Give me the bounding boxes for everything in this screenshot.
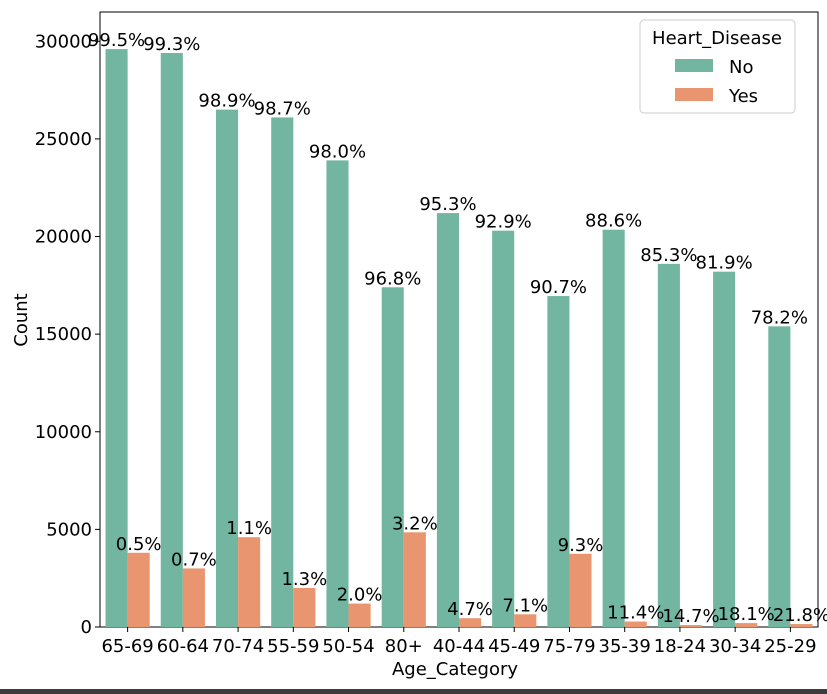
bar-no-30-34 bbox=[713, 271, 736, 627]
x-axis: 65-69 60-64 70-74 55-59 50-54 80+ 40-44 45-49 75… bbox=[101, 627, 817, 657]
data-label-no-80+: 96.8% bbox=[364, 268, 421, 289]
data-label-yes-45-49: 7.1% bbox=[502, 595, 548, 616]
bar-no-80+ bbox=[381, 287, 404, 627]
data-label-no-18-24: 85.3% bbox=[640, 245, 697, 266]
x-tick-label: 18-24 bbox=[654, 636, 706, 657]
data-label-yes-65-69: 0.5% bbox=[116, 534, 162, 555]
legend-label-no: No bbox=[729, 57, 753, 78]
data-labels-group: 99.5%99.3% 98.9%98.7% 98.0% 96.8% 95.3%92.9%… bbox=[88, 30, 827, 627]
bar-yes-30-34 bbox=[735, 623, 758, 627]
data-label-yes-35-39: 11.4% bbox=[607, 603, 664, 624]
legend: Heart_Disease No Yes bbox=[639, 19, 796, 114]
data-label-yes-80+: 3.2% bbox=[392, 513, 438, 534]
y-tick-label: 30000 bbox=[35, 31, 92, 52]
bar-yes-35-39 bbox=[624, 621, 647, 627]
bar-no-75-79 bbox=[547, 296, 570, 627]
data-label-no-70-74: 98.9% bbox=[198, 91, 255, 112]
bar-yes-55-59 bbox=[293, 587, 316, 627]
legend-label-yes: Yes bbox=[728, 86, 758, 107]
data-label-no-55-59: 98.7% bbox=[254, 98, 311, 119]
data-label-no-30-34: 81.9% bbox=[696, 253, 753, 274]
data-label-yes-30-34: 18.1% bbox=[718, 604, 775, 625]
y-axis-label: Count bbox=[11, 293, 32, 346]
y-tick-label: 0 bbox=[81, 617, 92, 638]
data-label-no-60-64: 99.3% bbox=[143, 34, 200, 55]
bar-yes-40-44 bbox=[459, 618, 482, 627]
data-label-no-65-69: 99.5% bbox=[88, 30, 145, 51]
bar-yes-18-24 bbox=[679, 625, 703, 627]
data-label-no-75-79: 90.7% bbox=[530, 277, 587, 298]
data-label-yes-25-29: 21.8% bbox=[773, 605, 827, 626]
bar-no-25-29 bbox=[768, 326, 791, 627]
bar-yes-45-49 bbox=[514, 614, 537, 627]
data-label-yes-75-79: 9.3% bbox=[558, 535, 604, 556]
bar-no-45-49 bbox=[492, 230, 515, 627]
x-tick-label: 45-49 bbox=[488, 636, 540, 657]
legend-swatch-no bbox=[675, 59, 713, 72]
data-label-no-25-29: 78.2% bbox=[751, 307, 808, 328]
data-label-no-50-54: 98.0% bbox=[309, 141, 366, 162]
x-axis-label: Age_Category bbox=[392, 659, 518, 680]
bar-no-55-59 bbox=[271, 117, 294, 627]
x-tick-label: 60-64 bbox=[157, 636, 209, 657]
y-tick-label: 20000 bbox=[35, 227, 92, 248]
x-tick-label: 55-59 bbox=[267, 636, 319, 657]
bar-yes-60-64 bbox=[182, 568, 205, 627]
x-tick-label: 25-29 bbox=[764, 636, 816, 657]
x-tick-label: 35-39 bbox=[599, 636, 651, 657]
x-tick-label: 50-54 bbox=[322, 636, 374, 657]
bar-no-60-64 bbox=[160, 53, 183, 627]
y-tick-label: 10000 bbox=[35, 422, 92, 443]
x-tick-label: 80+ bbox=[385, 636, 423, 657]
bar-no-40-44 bbox=[436, 213, 459, 627]
x-tick-label: 75-79 bbox=[543, 636, 595, 657]
data-label-yes-70-74: 1.1% bbox=[226, 518, 272, 539]
data-label-no-40-44: 95.3% bbox=[419, 194, 476, 215]
bar-no-70-74 bbox=[215, 109, 239, 628]
bar-no-50-54 bbox=[326, 160, 349, 627]
x-tick-label: 30-34 bbox=[709, 636, 761, 657]
bar-yes-70-74 bbox=[238, 537, 261, 627]
x-tick-label: 65-69 bbox=[101, 636, 153, 657]
bar-no-35-39 bbox=[602, 229, 625, 627]
bar-yes-50-54 bbox=[348, 603, 371, 627]
data-label-yes-40-44: 4.7% bbox=[447, 599, 493, 620]
bar-yes-80+ bbox=[403, 532, 426, 627]
bar-yes-65-69 bbox=[127, 552, 150, 627]
data-label-yes-55-59: 1.3% bbox=[281, 569, 327, 590]
data-label-yes-60-64: 0.7% bbox=[171, 549, 217, 570]
data-label-yes-18-24: 14.7% bbox=[662, 606, 719, 627]
y-tick-label: 15000 bbox=[35, 324, 92, 345]
y-tick-label: 25000 bbox=[35, 129, 92, 150]
bar-no-65-69 bbox=[105, 49, 128, 628]
legend-title: Heart_Disease bbox=[652, 28, 782, 49]
bar-yes-25-29 bbox=[790, 624, 813, 627]
x-tick-label: 70-74 bbox=[212, 636, 264, 657]
bar-no-18-24 bbox=[657, 263, 680, 627]
window-bottom-edge bbox=[0, 689, 827, 694]
x-tick-label: 40-44 bbox=[433, 636, 485, 657]
bar-yes-75-79 bbox=[569, 553, 592, 627]
data-label-no-35-39: 88.6% bbox=[585, 211, 642, 232]
data-label-no-45-49: 92.9% bbox=[475, 212, 532, 233]
y-tick-label: 5000 bbox=[46, 519, 92, 540]
bars-group bbox=[105, 49, 813, 628]
y-axis: 0 5000 10000 15000 20000 25000 30000 bbox=[35, 31, 100, 638]
legend-swatch-yes bbox=[675, 88, 713, 101]
data-label-yes-50-54: 2.0% bbox=[337, 585, 383, 606]
